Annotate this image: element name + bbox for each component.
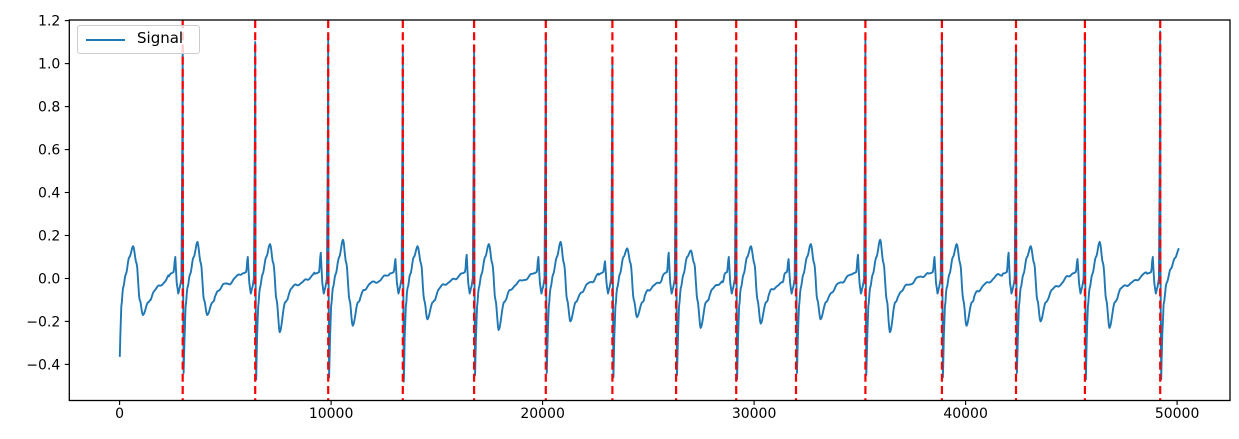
y-tick-label: −0.2 [26, 314, 60, 330]
legend-line-swatch [86, 38, 125, 41]
y-tick-label: 0.0 [38, 272, 60, 288]
y-tick-label: 1.2 [38, 14, 60, 30]
legend: Signal [77, 25, 200, 54]
x-tick-label: 10000 [309, 406, 354, 422]
r-peak-marker-lines [181, 20, 1162, 401]
x-tick-label: 50000 [1155, 406, 1200, 422]
y-tick-label: 0.8 [38, 100, 60, 116]
x-tick-label: 30000 [732, 406, 777, 422]
y-tick-label: −0.4 [26, 357, 60, 373]
legend-label: Signal [137, 29, 184, 47]
x-tick-label: 0 [115, 406, 124, 422]
axes-frame [68, 19, 1231, 402]
y-tick-label: 1.0 [38, 57, 60, 73]
y-tick-label: 0.6 [38, 143, 60, 159]
x-tick-label: 40000 [943, 406, 988, 422]
axis-ticks: 0 10000 20000 30000 40000 50000 −0.4 −0.2 0.0 0.2… [26, 14, 1199, 422]
signal-line [118, 30, 1180, 383]
y-tick-label: 0.4 [38, 186, 60, 202]
x-tick-label: 20000 [520, 406, 565, 422]
y-tick-label: 0.2 [38, 229, 60, 245]
